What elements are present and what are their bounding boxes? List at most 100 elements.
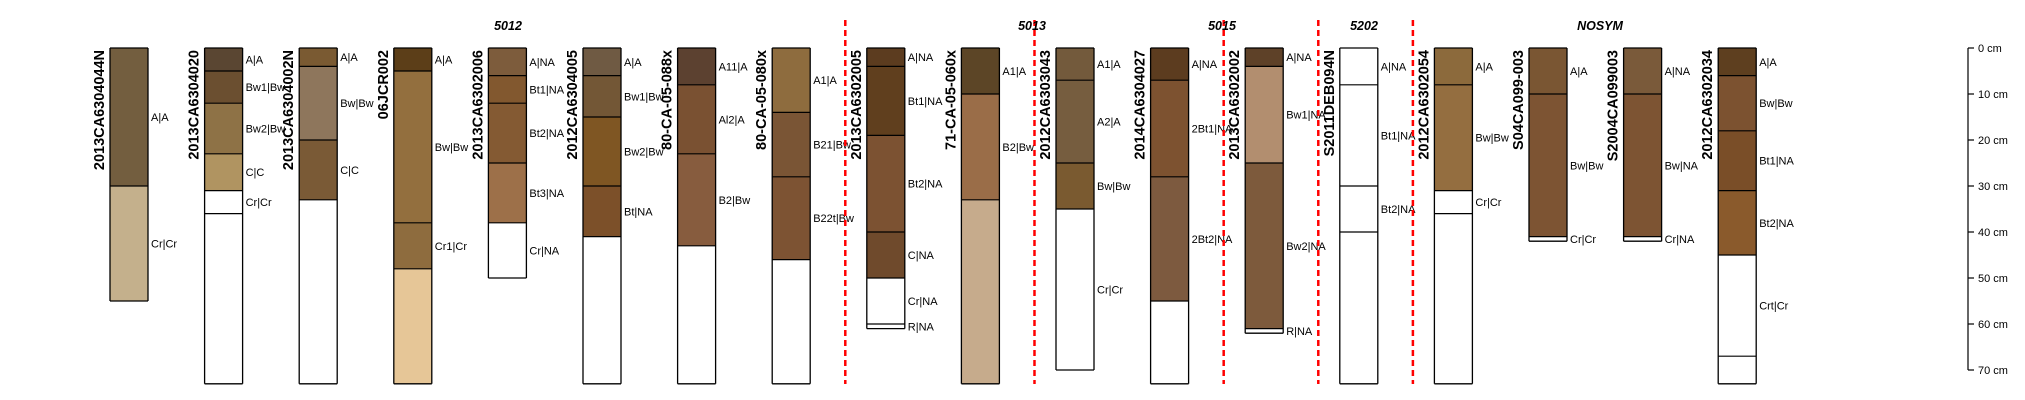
horizon-block <box>110 48 148 186</box>
horizon-label: Cr|NA <box>1665 234 1695 246</box>
horizon-block <box>583 48 621 76</box>
horizon-label: A|NA <box>1381 61 1407 73</box>
horizon-label: Bt3|NA <box>529 188 564 200</box>
horizon-label: Bw2|Bw <box>246 124 286 136</box>
profile-id-label: 2012CA6303043 <box>1038 50 1054 160</box>
horizon-block <box>583 117 621 186</box>
profile-id-label: 06JCR002 <box>376 50 392 119</box>
depth-tick-label: 60 cm <box>1978 319 2008 331</box>
group-label: NOSYM <box>1577 19 1623 33</box>
horizon-label: A1|A <box>1097 59 1121 71</box>
group-label: 5202 <box>1350 19 1378 33</box>
profile-id-label: 2013CA6304020 <box>187 50 203 160</box>
horizon-block <box>488 48 527 76</box>
horizon-block <box>1056 48 1094 81</box>
horizon-block <box>488 103 527 163</box>
horizon-label: C|C <box>246 167 265 179</box>
horizon-label: A|A <box>435 55 453 67</box>
depth-tick-label: 50 cm <box>1978 273 2008 285</box>
horizon-label: Bw|NA <box>1665 160 1699 172</box>
horizon-block <box>1529 94 1567 237</box>
horizon-block <box>1718 48 1757 76</box>
horizon-block <box>1245 66 1284 163</box>
horizon-block <box>1339 48 1378 85</box>
horizon-block <box>299 48 338 67</box>
soil-profile: A|A Cr|Cr 2013CA6304044N <box>92 47 177 302</box>
horizon-label: R|NA <box>1286 326 1313 338</box>
profile-id-label: S2004CA099003 <box>1606 50 1622 161</box>
horizon-block <box>961 199 1000 384</box>
horizon-label: Bw2|Bw <box>624 147 664 159</box>
soil-profile: A11|A Al2|A B2|Bw 80-CA-05-088x <box>660 47 750 385</box>
horizon-block <box>961 48 1000 94</box>
horizon-block <box>1718 255 1757 357</box>
group-label: 5013 <box>1018 19 1046 33</box>
horizon-block <box>204 103 243 154</box>
profile-id-label: 2012CA6302034 <box>1700 50 1716 160</box>
horizon-label: 2Bt2|NA <box>1192 234 1233 246</box>
horizon-label: Bt1|NA <box>1759 156 1794 168</box>
profile-id-label: 2013CA6304002N <box>281 50 297 170</box>
soil-profile: A|A Bw1|Bw Bw2|Bw C|C Cr|Cr 2013CA6304020 <box>187 47 286 385</box>
horizon-label: Cr1|Cr <box>435 241 468 253</box>
profile-id-label: 80-CA-05-080x <box>754 50 770 150</box>
horizon-block <box>866 324 905 329</box>
horizon-block <box>393 48 432 71</box>
horizon-block <box>583 236 621 384</box>
horizon-block <box>1245 163 1284 329</box>
profile-id-label: S04CA099-003 <box>1511 50 1527 150</box>
horizon-block <box>488 75 527 104</box>
horizon-label: A|NA <box>529 57 555 69</box>
profile-id-label: 2012CA6304005 <box>565 50 581 160</box>
soil-profile: A|A Bw|Bw Cr|Cr S04CA099-003 <box>1511 47 1603 246</box>
horizon-label: A|A <box>340 52 358 64</box>
horizon-label: Bw1|Bw <box>624 91 664 103</box>
horizon-label: Cr|Cr <box>1097 285 1123 297</box>
horizon-label: A|NA <box>1192 59 1218 71</box>
horizon-block <box>772 259 811 384</box>
horizon-label: Bw2|NA <box>1286 241 1326 253</box>
horizon-label: Bw|Bw <box>435 142 468 154</box>
horizon-label: Bw|Bw <box>340 98 373 110</box>
horizon-block <box>583 75 621 117</box>
horizon-label: A|A <box>1759 57 1777 69</box>
depth-tick-label: 10 cm <box>1978 89 2008 101</box>
horizon-label: A|A <box>246 55 264 67</box>
horizon-block <box>1529 48 1567 94</box>
horizon-block <box>677 84 716 154</box>
group-label: 5012 <box>494 19 522 33</box>
horizon-block <box>393 222 432 269</box>
horizon-block <box>1434 190 1473 214</box>
horizon-block <box>1434 48 1473 85</box>
soil-profile: A1|A B21|Bw B22t|Bw 80-CA-05-080x <box>754 47 854 385</box>
horizon-block <box>772 48 811 113</box>
horizon-block <box>677 153 716 246</box>
horizon-block <box>204 153 243 191</box>
horizon-block <box>1150 176 1189 301</box>
horizon-block <box>772 112 811 177</box>
horizon-block <box>1718 75 1757 131</box>
horizon-label: A|NA <box>1286 52 1312 64</box>
horizon-label: Bt1|NA <box>529 84 564 96</box>
horizon-label: B21|Bw <box>813 140 851 152</box>
horizon-block <box>1718 190 1757 255</box>
horizon-block <box>1150 80 1189 177</box>
horizon-label: B2|Bw <box>1002 142 1034 154</box>
horizon-label: Bw|Bw <box>1475 133 1508 145</box>
horizon-label: Bw|Bw <box>1570 160 1603 172</box>
horizon-block <box>1718 130 1757 191</box>
horizon-block <box>1529 236 1567 242</box>
horizon-block <box>583 186 621 237</box>
profile-id-label: 2013CA6302005 <box>849 50 865 160</box>
soil-profile: A1|A A2|A Bw|Bw Cr|Cr 2012CA6303043 <box>1038 47 1130 371</box>
horizon-block <box>204 71 243 104</box>
depth-tick-label: 70 cm <box>1978 365 2008 377</box>
horizon-block <box>1623 94 1662 237</box>
horizon-label: Cr|Cr <box>151 239 177 251</box>
horizon-block <box>961 94 1000 200</box>
horizon-label: A1|A <box>1002 66 1026 78</box>
soil-profile: A|NA Bw1|NA Bw2|NA R|NA 2013CA6302002 <box>1227 47 1326 338</box>
horizon-block <box>488 222 527 278</box>
horizon-block <box>299 199 338 384</box>
